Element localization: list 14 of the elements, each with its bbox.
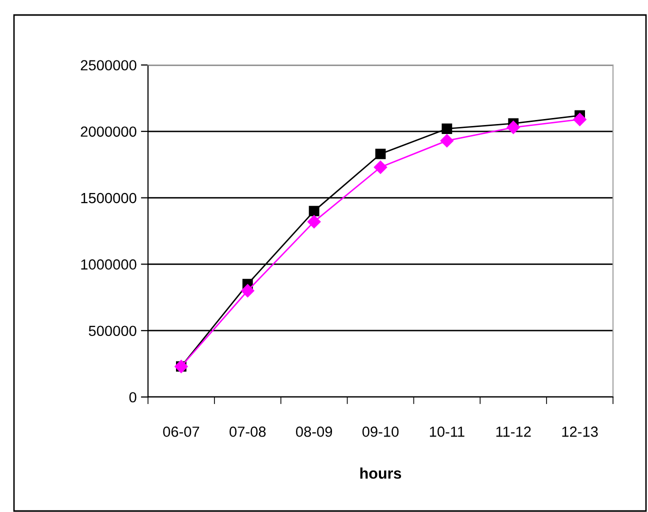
x-tick-label: 07-08 — [230, 426, 266, 437]
x-tick-label: 08-09 — [296, 426, 332, 437]
x-tick-label: 10-11 — [430, 426, 464, 437]
y-tick-label: 1500000 — [81, 192, 136, 204]
x-axis-title: hours — [360, 468, 402, 479]
x-tick-label: 06-07 — [163, 426, 200, 437]
x-tick-label: 11-12 — [496, 426, 531, 437]
x-tick-label: 09-10 — [362, 426, 399, 437]
y-tick-label: 500000 — [88, 326, 136, 336]
y-tick-label: 0 — [129, 392, 136, 402]
y-tick-label: 1000000 — [81, 259, 136, 270]
y-tick-label: 2000000 — [80, 126, 136, 137]
x-tick-label: 12-13 — [562, 426, 598, 437]
y-tick-label: 2500000 — [80, 60, 136, 70]
